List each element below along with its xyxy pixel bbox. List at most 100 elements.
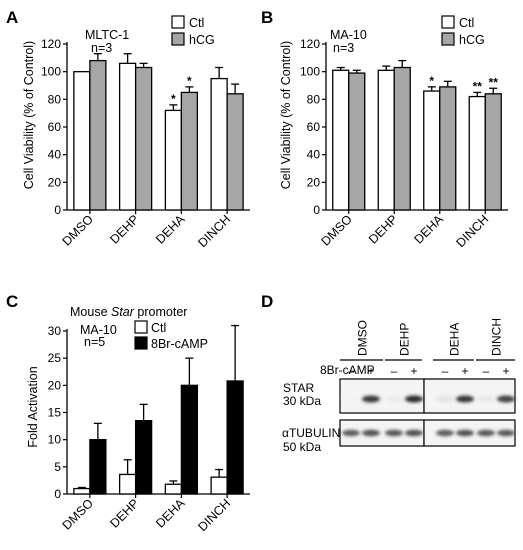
blot-sign-plus: + (410, 364, 417, 378)
significance-marker: ** (489, 75, 499, 89)
y-tick-label: 20 (307, 175, 321, 189)
bar-ctl-deha (164, 483, 183, 495)
y-tick-label: 25 (48, 351, 62, 365)
chart-a-cell-line: MLTC-1 (85, 28, 129, 42)
bar-hcg-dinch (484, 93, 502, 211)
y-tick-label: 120 (300, 37, 320, 51)
bar-ctl-deha (423, 90, 441, 211)
chart-c-title-prefix: Mouse (70, 305, 111, 319)
chart-b-ylabel: Cell Viability (% of Control) (279, 41, 293, 189)
legend-8br-swatch (134, 336, 148, 350)
bar-ctl-dinch (468, 95, 486, 211)
chart-b-n-label: n=3 (333, 41, 354, 55)
blot-band (405, 429, 423, 437)
bar-hcg-dinch (226, 93, 244, 211)
blot-band (362, 395, 380, 403)
y-tick-label: 20 (48, 378, 62, 392)
blot-star-label: STAR (283, 381, 314, 395)
blot-band (342, 395, 360, 403)
legend-ctl-swatch (134, 320, 148, 334)
y-tick-label: 40 (48, 148, 62, 162)
blot-band (477, 395, 495, 403)
panel-letter-b: B (261, 8, 273, 27)
x-category-label: DMSO (60, 212, 97, 249)
x-category-label: DEHA (153, 212, 188, 247)
blot-treatment-signs: – + – + – + – + (348, 364, 510, 378)
chart-c-legend: Ctl 8Br-cAMP (134, 320, 208, 351)
chart-b-cell-line: MA-10 (330, 28, 367, 42)
blot-sign-minus: – (348, 364, 355, 378)
legend-hcg-label: hCG (459, 33, 485, 47)
chart-c-ylabel: Fold Activation (26, 366, 40, 447)
bar-hcg-dmso (348, 72, 366, 211)
chart-c: Mouse Star promoter Fold Activation MA-1… (26, 305, 250, 534)
bar-8br-camp-dehp (134, 419, 153, 495)
blot-band (497, 395, 515, 403)
bar-ctl-dehp (377, 69, 395, 211)
blot-sign-minus: – (442, 364, 449, 378)
chart-a-n-label: n=3 (91, 41, 112, 55)
bar-ctl-dehp (118, 62, 137, 211)
bar-hcg-deha (180, 91, 199, 211)
x-category-label: DEHP (366, 212, 400, 246)
bar-hcg-dehp (134, 66, 153, 211)
x-category-label: DINCH (195, 496, 233, 534)
y-tick-label: 120 (41, 37, 61, 51)
blot-sign-plus: + (367, 364, 374, 378)
y-tick-label: 5 (54, 460, 61, 474)
chart-b-legend: Ctl hCG (441, 15, 485, 47)
blot-group-dmso: DMSO (356, 320, 370, 356)
blot-lane-headers: DMSO DEHP DEHA DINCH (340, 318, 515, 361)
chart-a-ylabel: Cell Viability (% of Control) (22, 41, 36, 189)
bar-ctl-dinch (210, 476, 228, 495)
significance-marker: * (171, 92, 176, 106)
blot-band (456, 429, 474, 437)
x-category-label: DEHP (107, 496, 141, 530)
x-category-label: DINCH (195, 212, 233, 250)
y-tick-label: 100 (41, 65, 61, 79)
blot-treatment-label: 8Br-cAMP (320, 363, 375, 377)
bar-8br-camp-deha (180, 384, 199, 495)
blot-band (436, 429, 454, 437)
bar-ctl-deha (164, 109, 183, 211)
bar-8br-camp-dinch (226, 380, 244, 495)
bar-ctl-dmso (73, 71, 91, 211)
y-tick-label: 0 (54, 203, 61, 217)
bar-ctl-dinch (210, 77, 228, 211)
blot-star-size: 30 kDa (283, 394, 321, 408)
bar-hcg-deha (439, 86, 457, 211)
y-tick-label: 10 (48, 433, 62, 447)
panel-letter-a: A (6, 8, 18, 27)
significance-marker: * (429, 74, 434, 88)
x-category-label: DMSO (60, 496, 97, 533)
chart-c-n-label: n=5 (84, 335, 105, 349)
blot-tubulin-size: 50 kDa (283, 440, 321, 454)
bar-ctl-dmso (73, 487, 91, 495)
blot-sign-plus: + (461, 364, 468, 378)
x-category-label: DEHP (107, 212, 141, 246)
x-category-label: DEHA (411, 212, 446, 247)
blot-band (405, 395, 423, 403)
bar-hcg-dmso (89, 59, 107, 211)
blot-band (497, 429, 515, 437)
blot-strips (339, 378, 516, 447)
chart-a: Cell Viability (% of Control) MLTC-1 n=3… (22, 15, 250, 250)
panel-letter-d: D (261, 292, 273, 311)
chart-c-cell-line: MA-10 (80, 323, 117, 337)
y-tick-label: 0 (313, 203, 320, 217)
y-tick-label: 30 (48, 324, 62, 338)
x-category-label: DMSO (318, 212, 355, 249)
chart-c-title: Mouse Star promoter (70, 305, 187, 319)
y-tick-label: 80 (48, 92, 62, 106)
y-tick-label: 100 (300, 65, 320, 79)
y-tick-label: 20 (48, 175, 62, 189)
blot-band (385, 429, 403, 437)
blot-sign-minus: – (483, 364, 490, 378)
chart-c-title-suffix: promoter (134, 305, 188, 319)
blot-sign-plus: + (502, 364, 509, 378)
blot-band (436, 395, 454, 403)
y-tick-label: 60 (48, 120, 62, 134)
x-category-label: DINCH (453, 212, 491, 250)
blot-group-dehp: DEHP (398, 323, 412, 356)
